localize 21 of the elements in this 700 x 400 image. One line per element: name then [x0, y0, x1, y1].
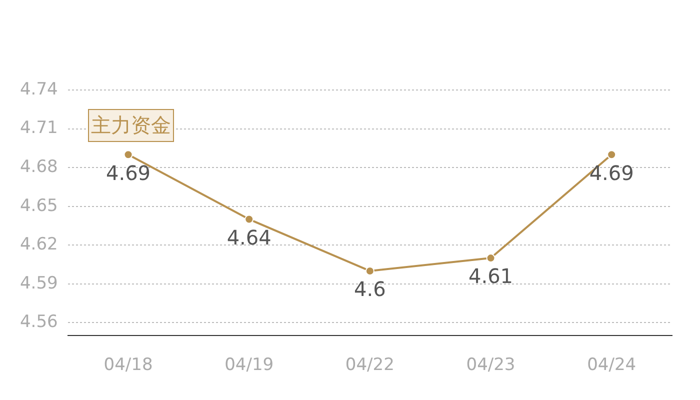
point: [124, 150, 133, 160]
x-tick-label: 04/22: [345, 355, 394, 376]
point: [244, 214, 254, 224]
x-tick-label: 04/18: [104, 355, 153, 376]
data-label: 4.64: [226, 225, 272, 250]
data-label: 4.61: [468, 264, 514, 288]
y-tick-label: 4.71: [20, 118, 58, 138]
annotation: 主力资金: [88, 109, 174, 142]
y-tick-label: 4.68: [20, 156, 58, 177]
y-tick-label: 4.74: [20, 79, 58, 100]
data-label: 4.69: [589, 160, 634, 185]
y-tick-label: 4.65: [20, 196, 58, 216]
x-tick-label: 04/23: [466, 355, 516, 376]
data-label: 4.6: [354, 277, 386, 302]
y-tick-label: 4.56: [20, 312, 58, 332]
point: [607, 150, 616, 160]
x-tick-label: 04/24: [587, 355, 636, 376]
data-label: 4.69: [106, 160, 151, 185]
y-tick-label: 4.62: [20, 234, 58, 255]
y-tick-label: 4.59: [20, 273, 58, 294]
x-tick-label: 04/19: [224, 355, 274, 376]
